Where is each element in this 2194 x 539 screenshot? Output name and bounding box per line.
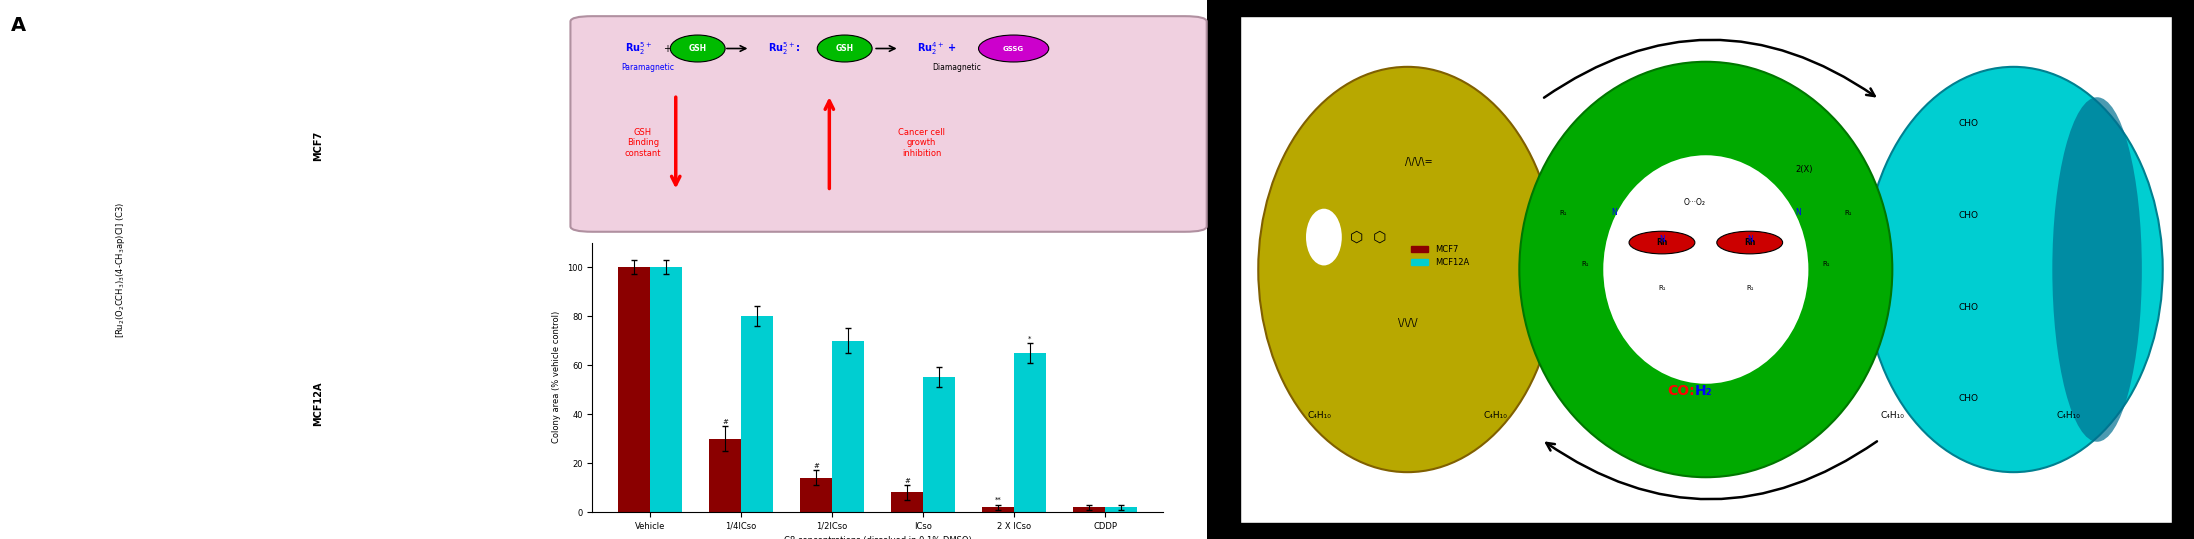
Text: Cancer cell
growth
inhibition: Cancer cell growth inhibition [897,128,946,158]
Ellipse shape [1259,67,1558,472]
Text: MCF7: MCF7 [314,130,323,161]
Text: 2(X): 2(X) [1797,165,1812,174]
Bar [1014,353,1047,512]
Ellipse shape [1628,231,1694,254]
Text: +: + [663,44,671,53]
Text: CHO: CHO [1959,120,1979,128]
FancyBboxPatch shape [1207,0,2194,539]
Text: /\/\/\=: /\/\/\= [1404,157,1433,167]
Ellipse shape [2051,97,2141,442]
Legend: MCF7, MCF12A: MCF7, MCF12A [1409,241,1472,270]
Ellipse shape [1865,67,2163,472]
Text: GSH: GSH [689,44,706,53]
Bar [801,478,832,512]
Text: CHO: CHO [1959,303,1979,312]
Text: C₄H₁₀: C₄H₁₀ [1483,411,1507,419]
Text: R₁: R₁ [1845,210,1852,216]
Text: C₄H₁₀: C₄H₁₀ [2056,411,2080,419]
Text: Ru$_2^{5+}$:: Ru$_2^{5+}$: [768,40,801,57]
Text: CHO: CHO [1959,211,1979,220]
Text: Paramagnetic: Paramagnetic [621,63,674,72]
Text: Diamagnetic: Diamagnetic [932,63,981,72]
Text: N: N [1746,236,1753,244]
Text: H₂: H₂ [1694,384,1714,398]
Text: #: # [904,478,911,483]
Text: ⬡  ⬡: ⬡ ⬡ [1349,230,1387,245]
Text: GSH: GSH [836,44,853,53]
Text: GSH
Binding
constant: GSH Binding constant [625,128,660,158]
Text: R₁: R₁ [1560,210,1567,216]
Text: A: A [11,16,26,35]
Text: O···O₂: O···O₂ [1683,198,1707,206]
Text: Rh: Rh [1744,238,1755,247]
Ellipse shape [1518,62,1891,477]
Bar [924,377,954,512]
Text: Ru$_2^{4+}$ +: Ru$_2^{4+}$ + [917,40,957,57]
Ellipse shape [671,35,724,62]
Text: C₄H₁₀: C₄H₁₀ [1308,411,1332,419]
Bar [619,267,649,512]
Text: C₄H₁₀: C₄H₁₀ [1880,411,1904,419]
Bar [742,316,772,512]
Bar [983,507,1014,512]
Text: R₁: R₁ [1582,261,1588,267]
Text: *: * [1029,336,1031,342]
Y-axis label: Colony area (% vehicle control): Colony area (% vehicle control) [553,311,562,444]
Bar [709,439,742,512]
Text: #: # [722,419,728,425]
Text: Rh: Rh [1656,238,1667,247]
Text: MCF12A: MCF12A [314,382,323,426]
Text: **: ** [994,497,1000,503]
Text: N: N [1795,209,1801,217]
FancyBboxPatch shape [1240,16,2172,523]
Text: \/\/\/: \/\/\/ [1398,319,1417,328]
Text: R₁: R₁ [1823,261,1830,267]
FancyBboxPatch shape [570,16,1207,232]
Bar [1106,507,1136,512]
Bar [891,493,924,512]
Text: R₁: R₁ [1746,285,1753,292]
Ellipse shape [1716,231,1782,254]
Ellipse shape [979,35,1049,62]
Text: #: # [814,463,818,469]
Ellipse shape [818,35,873,62]
Text: Ru$_2^{5+}$: Ru$_2^{5+}$ [625,40,652,57]
Bar [832,341,864,512]
FancyBboxPatch shape [0,0,1207,539]
Ellipse shape [1604,155,1808,384]
Bar [649,267,682,512]
Text: N: N [1659,236,1665,244]
Text: CO:: CO: [1667,384,1694,398]
Bar [1073,507,1106,512]
Text: GSSG: GSSG [1003,45,1025,52]
Text: CHO: CHO [1959,395,1979,403]
X-axis label: C8 concentrations (dissolved in 0.1% DMSO): C8 concentrations (dissolved in 0.1% DMS… [783,536,972,539]
Ellipse shape [1305,209,1343,265]
Text: R₁: R₁ [1659,285,1665,292]
Text: N: N [1610,209,1617,217]
Text: [Ru$_2$(O$_2$CCH$_3$)$_3$(4-CH$_3$ap)Cl] (C3): [Ru$_2$(O$_2$CCH$_3$)$_3$(4-CH$_3$ap)Cl]… [114,202,127,337]
